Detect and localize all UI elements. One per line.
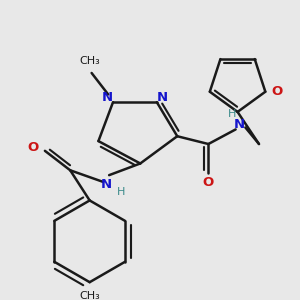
Text: CH₃: CH₃	[79, 56, 100, 66]
Text: H: H	[228, 109, 236, 119]
Text: O: O	[28, 141, 39, 154]
Text: H: H	[117, 187, 125, 197]
Text: N: N	[102, 91, 113, 104]
Text: O: O	[272, 85, 283, 98]
Text: N: N	[157, 91, 168, 104]
Text: N: N	[100, 178, 112, 191]
Text: N: N	[234, 118, 245, 131]
Text: CH₃: CH₃	[79, 291, 100, 300]
Text: O: O	[203, 176, 214, 189]
